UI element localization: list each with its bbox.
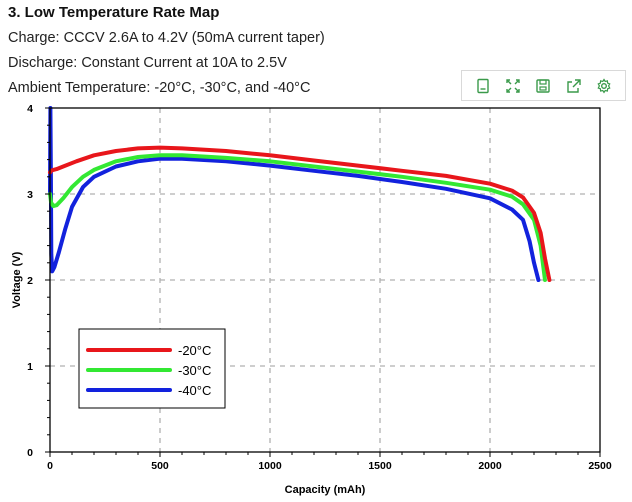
zoom-button[interactable] — [503, 76, 523, 96]
zoom-icon — [506, 78, 520, 93]
series-line--20c — [48, 145, 552, 282]
legend-label: -20°C — [178, 343, 211, 358]
x-tick-label: 1500 — [368, 460, 392, 472]
save-image-button[interactable] — [533, 76, 553, 96]
ambient-description: Ambient Temperature: -20°C, -30°C, and -… — [8, 80, 311, 96]
y-tick-label: 3 — [27, 189, 33, 201]
discharge-description: Discharge: Constant Current at 10A to 2.… — [8, 55, 287, 71]
x-tick-label: 1000 — [258, 460, 282, 472]
x-tick-label: 2000 — [478, 460, 502, 472]
y-tick-label: 2 — [27, 275, 33, 287]
y-axis-label: Voltage (V) — [11, 251, 23, 308]
y-tick-label: 0 — [27, 447, 33, 459]
x-tick-label: 2500 — [588, 460, 612, 472]
settings-icon — [597, 77, 611, 94]
charge-description: Charge: CCCV 2.6A to 4.2V (50mA current … — [8, 30, 325, 46]
legend-label: -30°C — [178, 363, 211, 378]
y-tick-label: 1 — [27, 361, 33, 373]
x-tick-label: 500 — [151, 460, 169, 472]
series-lines — [48, 106, 552, 282]
page-title: 3. Low Temperature Rate Map — [8, 4, 220, 21]
legend-label: -40°C — [178, 383, 211, 398]
y-tick-label: 4 — [27, 103, 33, 115]
save-image-icon — [536, 78, 551, 93]
series-line--30c — [48, 153, 547, 282]
settings-button[interactable] — [594, 76, 614, 96]
export-icon — [566, 78, 581, 93]
export-button[interactable] — [564, 76, 584, 96]
series-line--40c — [48, 106, 541, 282]
data-view-icon — [477, 78, 489, 93]
chart-legend: -20°C -30°C -40°C — [78, 328, 226, 409]
chart-toolbar — [461, 70, 626, 101]
axis-ticks: 0 500 1000 1500 2000 2500 0 1 2 3 4 — [27, 103, 612, 472]
x-tick-label: 0 — [47, 460, 53, 472]
data-view-button[interactable] — [473, 76, 493, 96]
x-axis-label: Capacity (mAh) — [285, 484, 366, 496]
